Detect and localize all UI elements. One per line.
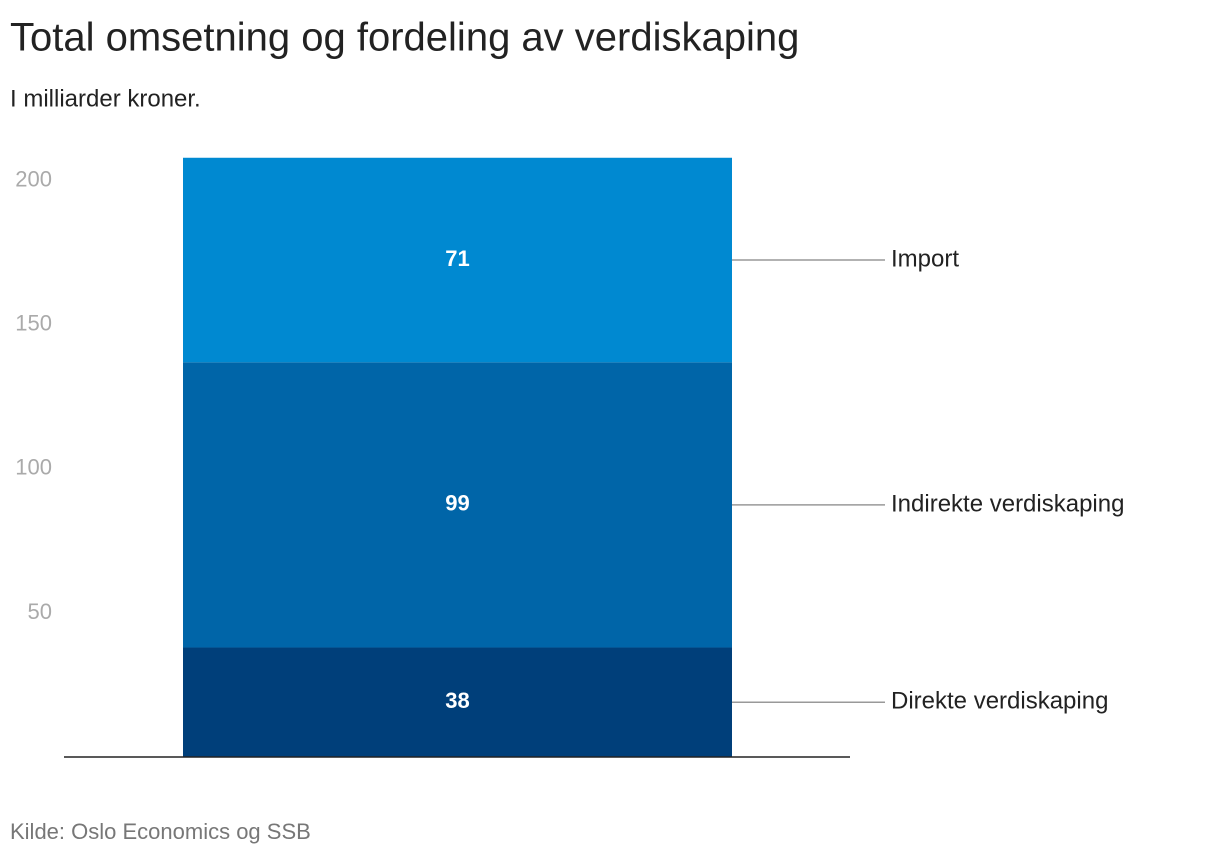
bar-segment	[183, 157, 732, 363]
chart-subtitle: I milliarder kroner.	[10, 85, 201, 112]
value-label: 71	[445, 246, 469, 271]
source: Kilde: Oslo Economics og SSB	[10, 819, 311, 844]
bar-segment	[183, 362, 732, 648]
chart-title: Total omsetning og fordeling av verdiska…	[10, 16, 799, 60]
bar-segment	[183, 647, 732, 757]
value-label: 38	[445, 688, 469, 713]
y-tick-label: 50	[28, 599, 52, 624]
value-label: 99	[445, 491, 469, 516]
y-tick-label: 200	[15, 167, 52, 192]
series-label: Import	[891, 245, 959, 272]
series-label: Indirekte verdiskaping	[891, 490, 1124, 517]
y-tick-label: 150	[15, 311, 52, 336]
y-tick-label: 100	[15, 455, 52, 480]
series-label: Direkte verdiskaping	[891, 688, 1108, 715]
